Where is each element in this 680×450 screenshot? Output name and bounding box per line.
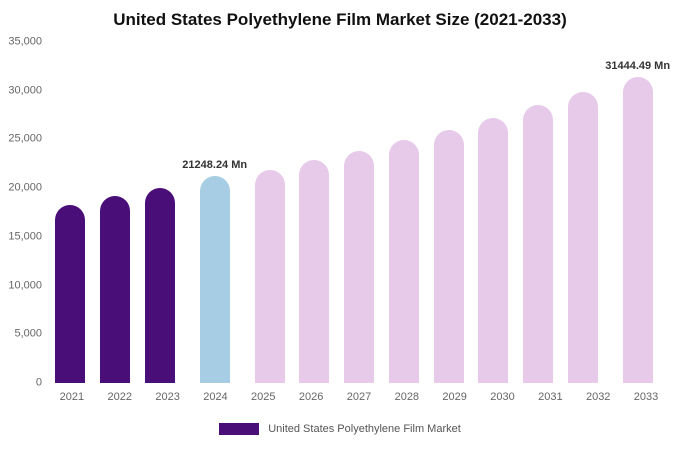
x-axis-label: 2031 — [538, 391, 563, 403]
bar-column — [138, 42, 183, 383]
x-axis-label: 2028 — [394, 391, 420, 403]
x-axis: 2021 2022 2023 2024 2025 2026 2027 2028 2029 2030… — [48, 391, 670, 403]
bar — [433, 129, 464, 383]
bar — [622, 76, 653, 383]
bar-annotation: 21248.24 Mn — [182, 158, 248, 171]
bar-column — [426, 42, 471, 383]
x-axis-label: 2032 — [585, 391, 611, 403]
x-axis-label: 2026 — [298, 391, 324, 403]
bar-column — [292, 42, 337, 383]
bar — [254, 169, 285, 383]
bar — [100, 196, 131, 383]
y-axis-tick-label: 35,000 — [8, 35, 42, 48]
chart-title: United States Polyethylene Film Market S… — [113, 10, 567, 29]
bar-annotation: 31444.49 Mn — [605, 59, 671, 72]
bar-column — [516, 42, 561, 383]
bar — [299, 160, 330, 383]
x-axis-label: 2033 — [633, 391, 659, 403]
x-axis-label: 2024 — [203, 391, 228, 403]
bar — [388, 140, 419, 383]
bar — [199, 175, 230, 383]
y-axis-tick-label: 0 — [35, 376, 42, 389]
y-axis-tick-label: 5,000 — [14, 327, 42, 340]
x-axis-label: 2025 — [251, 391, 276, 403]
bar-column — [93, 42, 138, 383]
y-axis-tick-label: 25,000 — [8, 132, 42, 145]
x-axis-label: 2027 — [346, 391, 372, 403]
bar — [523, 105, 554, 383]
bar-column: 31444.49 Mn — [605, 42, 670, 383]
y-axis-tick-label: 10,000 — [8, 279, 42, 292]
bar — [478, 118, 509, 383]
bar-column — [247, 42, 292, 383]
bar — [567, 91, 598, 383]
legend-label: United States Polyethylene Film Market — [268, 423, 461, 435]
x-axis-label: 2029 — [442, 391, 467, 403]
bar-column — [471, 42, 516, 383]
y-axis-tick-label: 30,000 — [8, 84, 42, 97]
x-axis-label: 2022 — [107, 391, 132, 403]
bar-column: 21248.24 Mn — [182, 42, 247, 383]
bars: 21248.24 Mn 31444.49 Mn — [48, 42, 670, 383]
bar-column — [560, 42, 605, 383]
legend-swatch-icon — [219, 423, 260, 435]
bar — [144, 187, 175, 383]
bar-column — [381, 42, 426, 383]
bar — [344, 150, 375, 383]
bar-column — [337, 42, 382, 383]
y-axis: 0 5,000 10,000 15,000 20,000 25,000 30,000 35,0… — [0, 36, 42, 388]
legend[interactable]: United States Polyethylene Film Market — [0, 423, 680, 435]
bar-column — [48, 42, 93, 383]
x-axis-label: 2021 — [59, 391, 85, 403]
plot-area: 21248.24 Mn 31444.49 Mn — [48, 42, 670, 383]
y-axis-tick-label: 20,000 — [8, 181, 42, 194]
x-axis-label: 2023 — [155, 391, 180, 403]
x-axis-label: 2030 — [490, 391, 515, 403]
bar — [55, 204, 86, 383]
y-axis-tick-label: 15,000 — [8, 230, 42, 243]
